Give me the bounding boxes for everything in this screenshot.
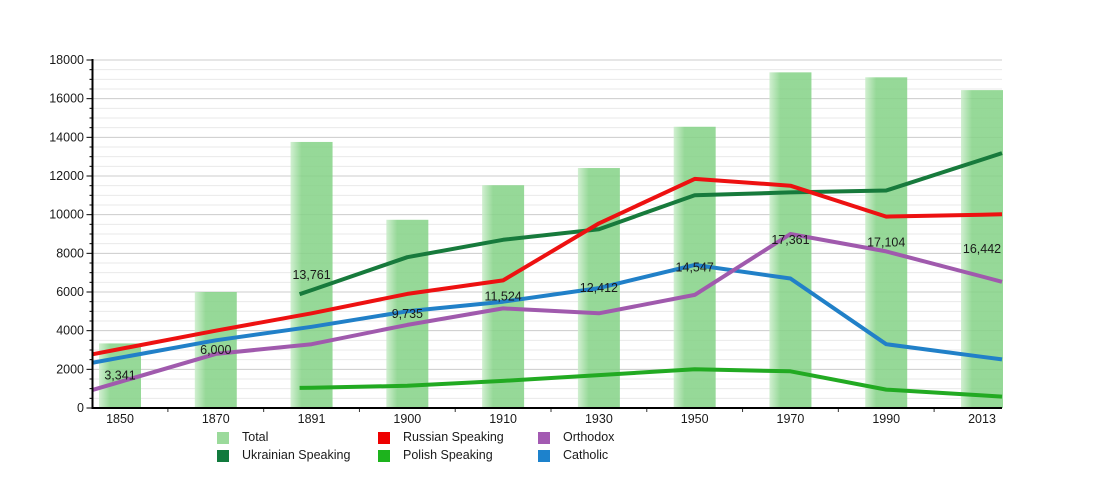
- bar-series-total: [99, 72, 1003, 409]
- legend-label: Orthodox: [563, 430, 615, 444]
- x-tick-label-1870: 1870: [202, 412, 230, 426]
- y-tick-label: 0: [77, 401, 84, 415]
- x-tick-label-1930: 1930: [585, 412, 613, 426]
- bar-label-1891: 13,761: [292, 268, 330, 282]
- bar-total-1870: [194, 292, 237, 408]
- legend-swatch-icon: [378, 449, 390, 462]
- legend-label: Ukrainian Speaking: [242, 448, 351, 462]
- y-tick-label: 18000: [49, 53, 84, 67]
- x-tick-label-1910: 1910: [489, 412, 517, 426]
- bar-label-2013: 16,442: [963, 242, 1001, 256]
- y-tick-label: 6000: [56, 285, 84, 299]
- bar-total-1970: [769, 72, 812, 408]
- bar-label-1970: 17,361: [771, 233, 809, 247]
- line-orthodox: [92, 232, 1003, 392]
- y-axis-ticks-and-labels: 0 2000 4000 6000 8000 10000 12000 14000 16000 180…: [49, 53, 93, 415]
- x-tick-label-1900: 1900: [393, 412, 421, 426]
- chart-legend: Total Russian Speaking Orthodox Ukrainian S…: [217, 431, 698, 462]
- legend-label: Polish Speaking: [403, 448, 493, 462]
- line-russian-speaking: [92, 176, 1003, 357]
- x-tick-label-2013: 2013: [968, 412, 996, 426]
- y-tick-label: 8000: [56, 246, 84, 260]
- y-tick-label: 4000: [56, 324, 84, 338]
- x-axis-ticks-and-labels: 1850 1870 1891 1900 1910 1930 1950 1970 1990 2013: [106, 409, 996, 426]
- legend-item-total: Total: [217, 431, 378, 444]
- x-tick-label-1970: 1970: [777, 412, 805, 426]
- legend-swatch-icon: [217, 449, 229, 462]
- y-tick-label: 16000: [49, 92, 84, 106]
- bar-label-1870: 6,000: [200, 343, 231, 357]
- y-tick-label: 12000: [49, 169, 84, 183]
- legend-label: Russian Speaking: [403, 430, 504, 444]
- legend-label: Catholic: [563, 448, 609, 462]
- x-tick-label-1950: 1950: [681, 412, 709, 426]
- line-catholic: [92, 262, 1003, 365]
- legend-item-orthodox: Orthodox: [538, 431, 698, 444]
- x-tick-label-1990: 1990: [872, 412, 900, 426]
- legend-swatch-icon: [378, 431, 390, 444]
- legend-item-russian-speaking: Russian Speaking: [378, 431, 538, 444]
- y-tick-label: 14000: [49, 130, 84, 144]
- bar-value-labels: 3,341 6,000 13,761 9,735 11,524 12,412 14,547 1…: [104, 233, 1001, 383]
- bar-label-1990: 17,104: [867, 236, 905, 250]
- bar-total-1891: [290, 141, 333, 409]
- legend-swatch-icon: [538, 449, 550, 462]
- bar-total-1990: [865, 77, 908, 409]
- y-tick-label: 2000: [56, 362, 84, 376]
- x-tick-label-1850: 1850: [106, 412, 134, 426]
- line-ukrainian-speaking: [298, 151, 1003, 297]
- legend-swatch-icon: [538, 431, 550, 444]
- line-series: [92, 151, 1003, 399]
- line-polish-speaking: [299, 367, 1003, 399]
- bar-label-1950: 14,547: [676, 260, 714, 274]
- legend-swatch-icon: [217, 431, 229, 444]
- bar-label-1850: 3,341: [104, 369, 135, 383]
- bar-label-1910: 11,524: [484, 290, 521, 304]
- legend-item-ukrainian-speaking: Ukrainian Speaking: [217, 449, 378, 462]
- legend-item-catholic: Catholic: [538, 449, 698, 462]
- y-tick-label: 10000: [49, 208, 84, 222]
- bar-total-1910: [482, 185, 525, 408]
- x-tick-label-1891: 1891: [298, 412, 326, 426]
- bar-label-1930: 12,412: [580, 281, 618, 295]
- bar-label-1900: 9,735: [392, 307, 423, 321]
- legend-label: Total: [242, 430, 269, 444]
- legend-item-polish-speaking: Polish Speaking: [378, 449, 538, 462]
